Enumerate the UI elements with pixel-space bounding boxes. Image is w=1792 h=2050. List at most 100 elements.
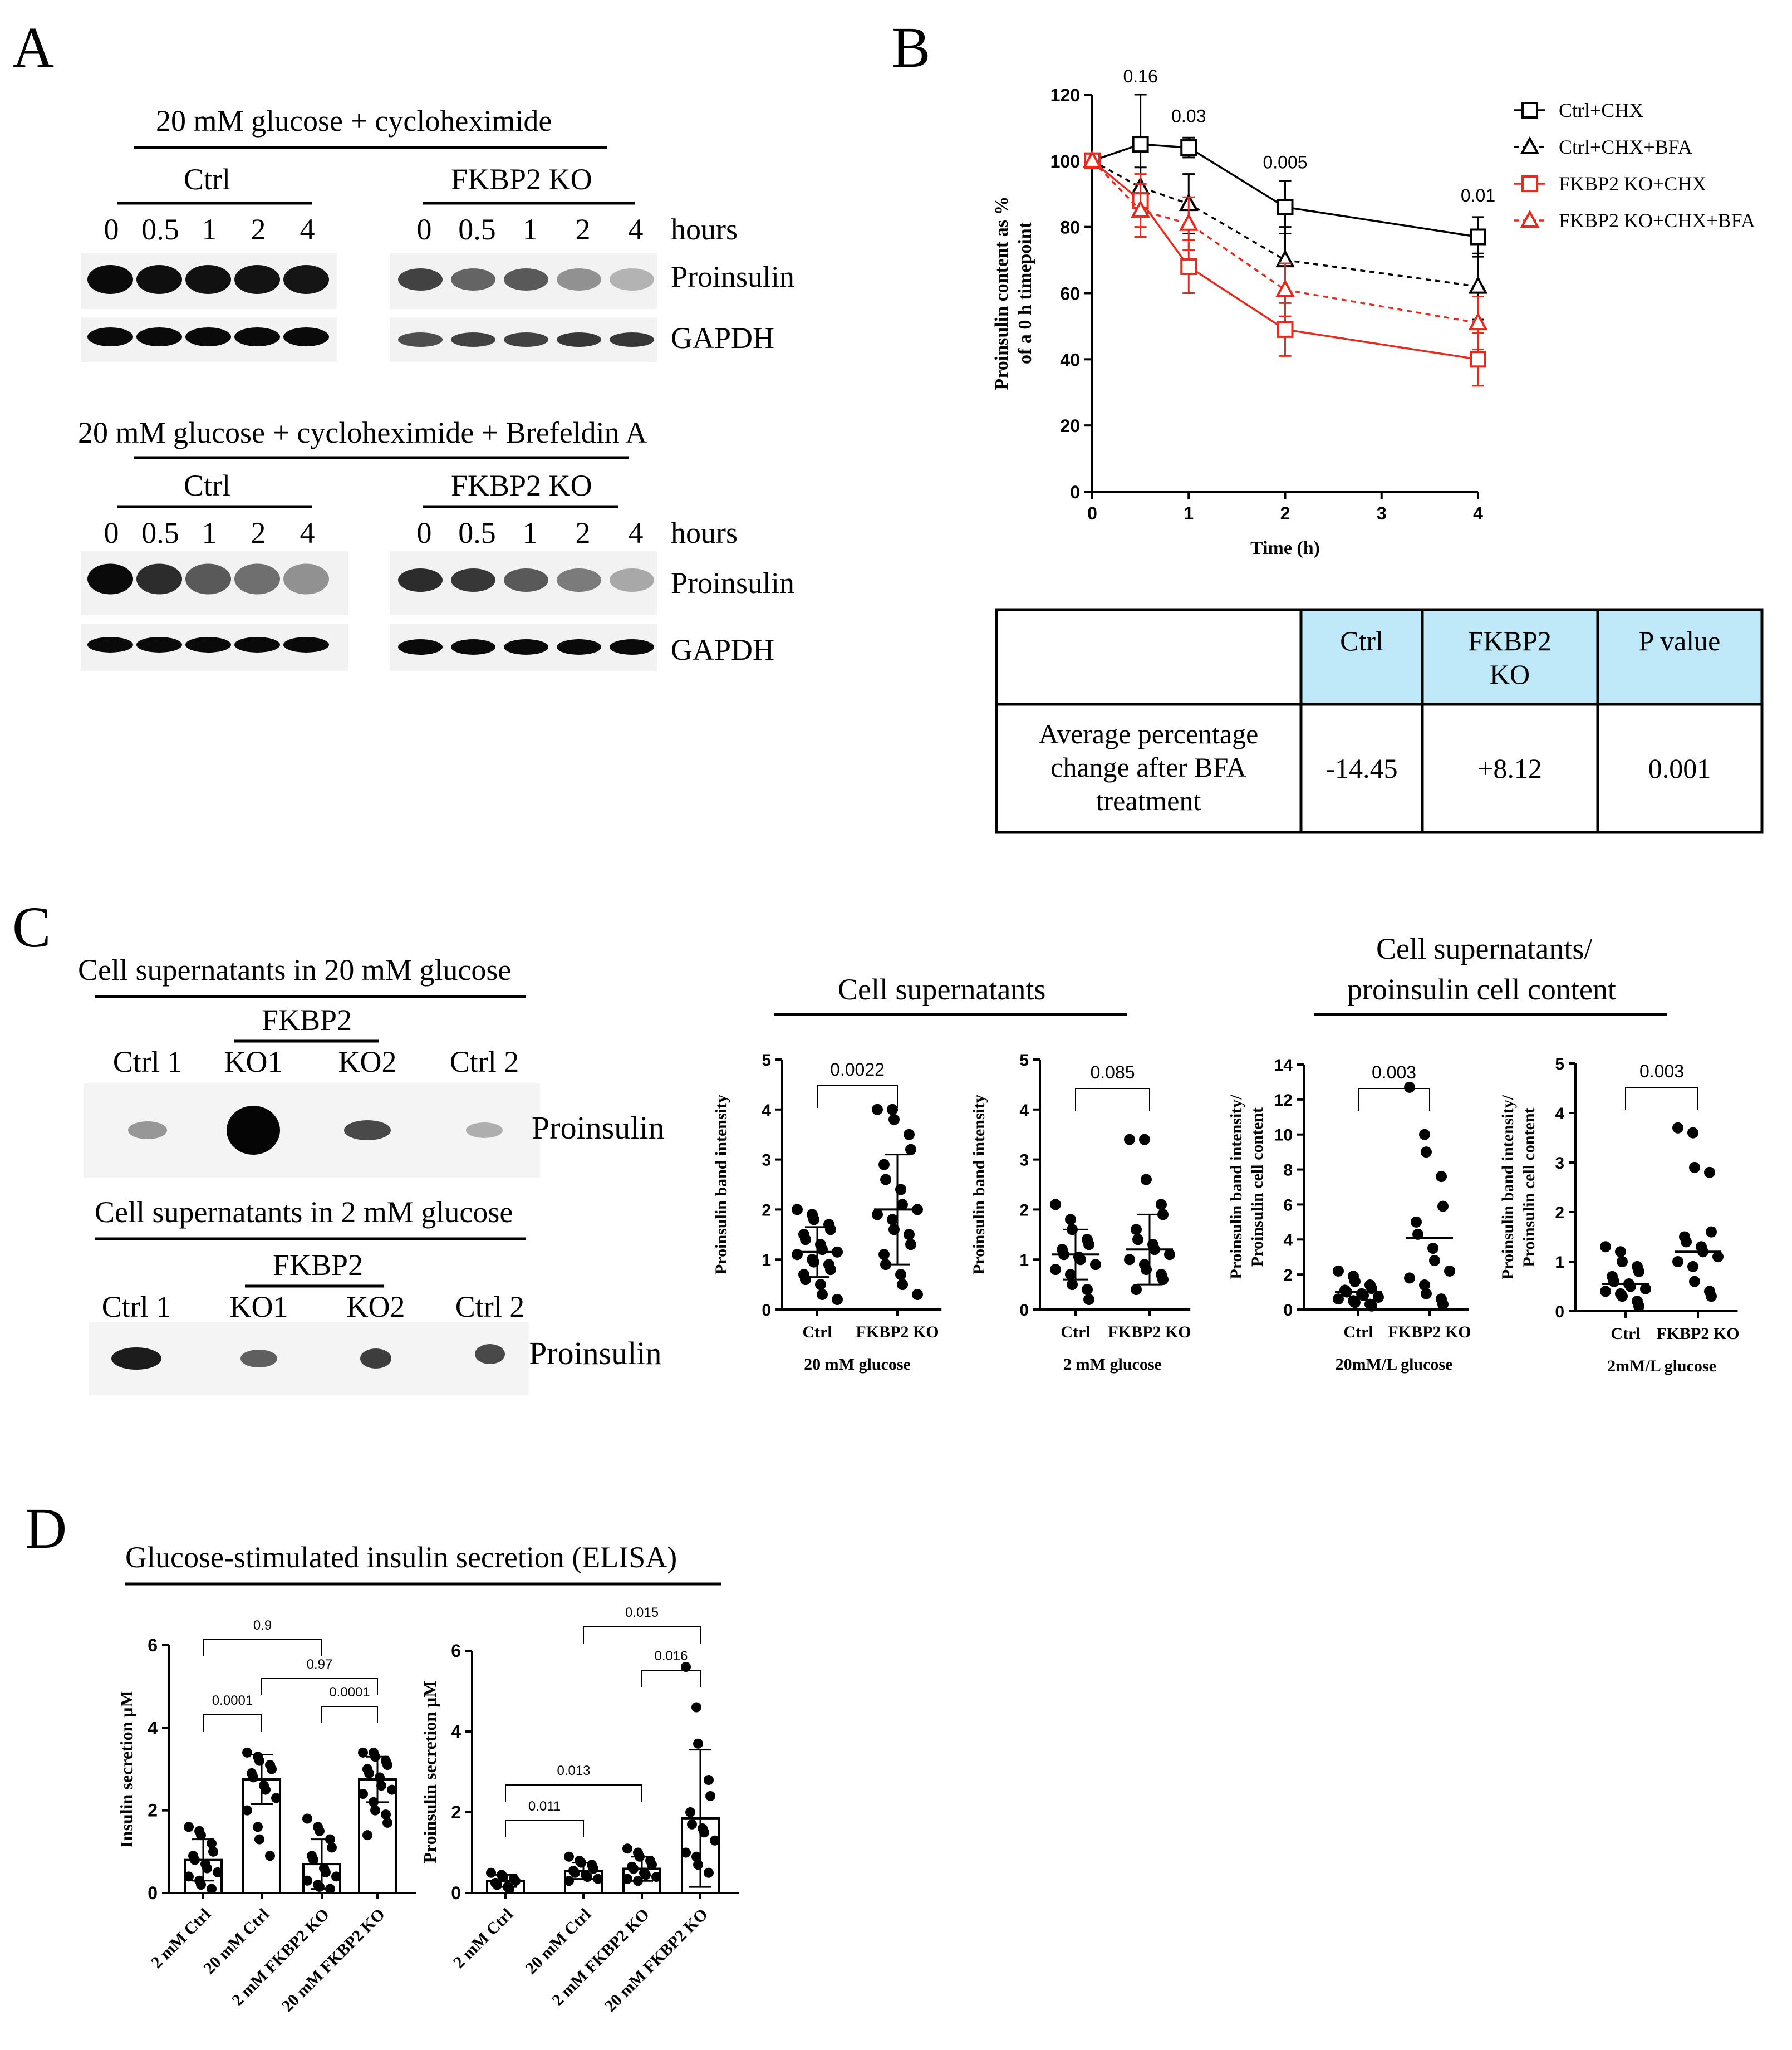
data-point: [253, 1822, 263, 1832]
data-point: [1706, 1291, 1717, 1302]
data-point: [872, 1104, 883, 1115]
blot2-title: 20 mM glucose + cycloheximide + Brefeldi…: [78, 416, 647, 449]
c-blot2-label: Proinsulin: [529, 1335, 662, 1371]
panel-d-bar-2: 0 2 4 6 Proinsulin secretion μM 2 mM Ctrl 20 m…: [420, 1605, 739, 2015]
panel-b-line-chart: 0 20 40 60 80 100 120 0 1 2 3 4 Time (h) Proinsulin c…: [991, 66, 1755, 558]
data-point: [1419, 1279, 1430, 1291]
y-tick-label: 1: [762, 1251, 771, 1269]
data-point: [1366, 1300, 1377, 1312]
data-point: [302, 1813, 312, 1824]
data-point: [1615, 1246, 1626, 1258]
y-axis-label: Proinsulin secretion μM: [420, 1680, 440, 1863]
table-header-cell: FKBP2: [1468, 625, 1552, 656]
data-point: [248, 1772, 258, 1783]
band: [610, 268, 654, 291]
data-point: [271, 1793, 281, 1803]
series-marker: [1468, 276, 1488, 294]
panel-c-blots: Cell supernatants in 20 mM glucose FKBP2…: [78, 932, 1667, 1395]
data-point: [1131, 1224, 1142, 1235]
data-point: [1617, 1256, 1628, 1267]
data-point: [564, 1876, 574, 1886]
blot2-group-ko: FKBP2 KO: [451, 469, 592, 502]
y-tick-label: 1: [1019, 1251, 1029, 1269]
p-value-annotation: 0.013: [557, 1763, 590, 1778]
data-point: [622, 1843, 632, 1854]
p-value-annotation: 0.016: [654, 1649, 688, 1664]
p-value-annotation: 0.16: [1123, 66, 1157, 86]
data-point: [593, 1874, 603, 1884]
data-point: [887, 1104, 898, 1115]
table-value-cell: +8.12: [1477, 753, 1542, 784]
data-point: [904, 1129, 915, 1140]
data-point: [184, 1822, 194, 1832]
significance-bracket: [1075, 1088, 1150, 1111]
data-point: [1672, 1256, 1683, 1267]
data-point: [1421, 1288, 1432, 1299]
data-point: [710, 1835, 720, 1846]
data-point: [510, 1876, 521, 1886]
data-point: [382, 1760, 392, 1771]
significance-bracket: [641, 1670, 701, 1687]
data-point: [905, 1239, 916, 1250]
x-category-label: FKBP2 KO: [1108, 1323, 1191, 1341]
data-point: [888, 1114, 900, 1125]
data-point: [905, 1144, 916, 1155]
significance-bracket: [203, 1639, 322, 1656]
data-point: [190, 1855, 200, 1865]
band: [234, 327, 280, 346]
data-point: [800, 1274, 811, 1286]
table-header-fill: [1301, 610, 1762, 704]
data-point: [369, 1797, 379, 1807]
panel-letter-b: B: [892, 16, 930, 80]
y-tick-label: 100: [1050, 151, 1080, 171]
data-point: [492, 1880, 502, 1890]
legend-label: Ctrl+CHX+BFA: [1559, 136, 1692, 158]
significance-bracket: [203, 1714, 262, 1732]
band: [610, 639, 654, 655]
data-point: [685, 1807, 695, 1817]
p-value-annotation: 0.9: [253, 1618, 272, 1633]
data-point: [308, 1855, 318, 1865]
p-value-annotation: 0.005: [1263, 152, 1307, 172]
data-point: [699, 1827, 709, 1838]
y-axis-label: Proinsulin cell content: [1520, 1107, 1538, 1267]
band: [398, 568, 443, 592]
data-point: [1349, 1297, 1361, 1308]
band: [451, 332, 495, 347]
lane-label: 2: [251, 516, 266, 550]
data-point: [1437, 1298, 1449, 1310]
y-tick-label: 12: [1274, 1091, 1293, 1110]
y-tick-label: 4: [762, 1101, 771, 1120]
band: [185, 637, 231, 653]
x-axis-label: 2mM/L glucose: [1607, 1357, 1716, 1375]
data-point: [1132, 1234, 1143, 1245]
data-point: [1065, 1269, 1076, 1281]
y-tick-label: 40: [1060, 350, 1080, 370]
p-value-annotation: 0.0022: [830, 1060, 885, 1080]
data-point: [1608, 1276, 1619, 1287]
band: [136, 265, 182, 294]
significance-bracket: [261, 1678, 378, 1695]
significance-bracket: [505, 1820, 584, 1837]
p-value-annotation: 0.03: [1171, 106, 1206, 126]
y-tick-label: 6: [148, 1635, 158, 1655]
data-point: [1157, 1274, 1169, 1286]
data-point: [486, 1867, 496, 1878]
blot1-lanes-ctrl: 0 0.5 1 2 4: [104, 213, 315, 246]
band: [185, 265, 231, 294]
p-value-annotation: 0.0001: [212, 1693, 253, 1708]
band: [504, 332, 548, 347]
lane-label: 2: [251, 213, 266, 246]
band: [283, 563, 329, 595]
y-axis-label: Proinsulin content as %: [991, 197, 1012, 390]
band: [451, 639, 495, 655]
c-blot2-fkbp2: FKBP2: [273, 1248, 363, 1282]
lane-label: Ctrl 1: [102, 1290, 171, 1323]
data-point: [629, 1863, 639, 1874]
significance-bracket: [1625, 1087, 1698, 1110]
significance-bracket: [505, 1784, 642, 1802]
table-row-label: Average percentage: [1039, 718, 1259, 749]
lane-label: 0.5: [458, 516, 496, 550]
data-point: [825, 1224, 836, 1235]
